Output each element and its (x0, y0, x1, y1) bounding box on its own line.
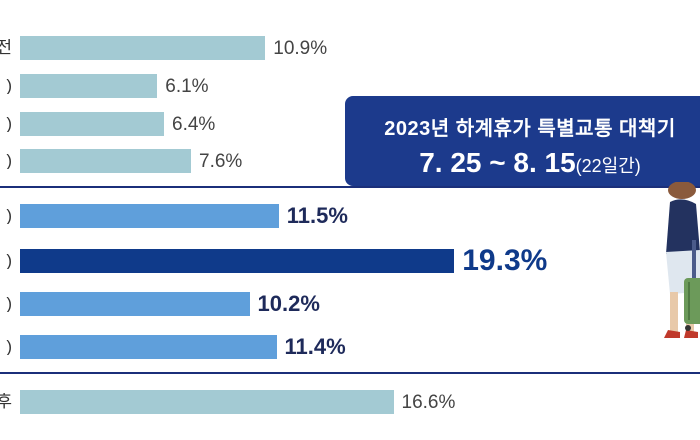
bar-value-label-1: 6.1% (165, 75, 209, 97)
bar-5 (20, 249, 455, 273)
bar-8 (20, 390, 394, 414)
traveler-with-suitcase-icon (664, 182, 700, 338)
bar-4 (20, 204, 279, 228)
category-label-0: 전 (0, 39, 12, 56)
category-label-1: ( (6, 77, 12, 94)
bar-0 (20, 36, 266, 60)
period-start-divider (0, 186, 700, 188)
callout-title: 2023년 하계휴가 특별교통 대책기 (384, 118, 676, 140)
category-label-6: ( (6, 295, 12, 312)
bar-6 (20, 292, 250, 316)
category-label-3: ( (6, 152, 12, 169)
bar-2 (20, 112, 164, 136)
category-label-7: ( (6, 338, 12, 355)
callout-date: 7. 25 ~ 8. 15(22일간) (345, 147, 700, 179)
callout-date-range: 7. 25 ~ 8. 15 (419, 147, 576, 178)
category-label-2: ( (6, 115, 12, 132)
bar-3 (20, 149, 191, 173)
bar-value-label-6: 10.2% (257, 291, 320, 316)
bar-1 (20, 74, 158, 98)
period-callout: 2023년 하계휴가 특별교통 대책기 7. 25 ~ 8. 15(22일간) (345, 96, 700, 186)
bar-value-label-8: 16.6% (401, 391, 456, 413)
bar-value-label-5: 19.3% (462, 244, 548, 277)
period-end-divider (0, 372, 700, 374)
category-label-8: 후 (0, 393, 12, 410)
bar-value-label-0: 10.9% (273, 37, 328, 59)
category-label-5: ( (6, 252, 12, 269)
callout-duration: (22일간) (575, 156, 641, 176)
bar-7 (20, 335, 277, 359)
bar-value-label-2: 6.4% (172, 113, 216, 135)
category-label-4: ( (6, 207, 12, 224)
bar-value-label-7: 11.4% (284, 334, 346, 359)
bar-value-label-4: 11.5% (286, 203, 348, 228)
bar-value-label-3: 7.6% (199, 150, 243, 172)
